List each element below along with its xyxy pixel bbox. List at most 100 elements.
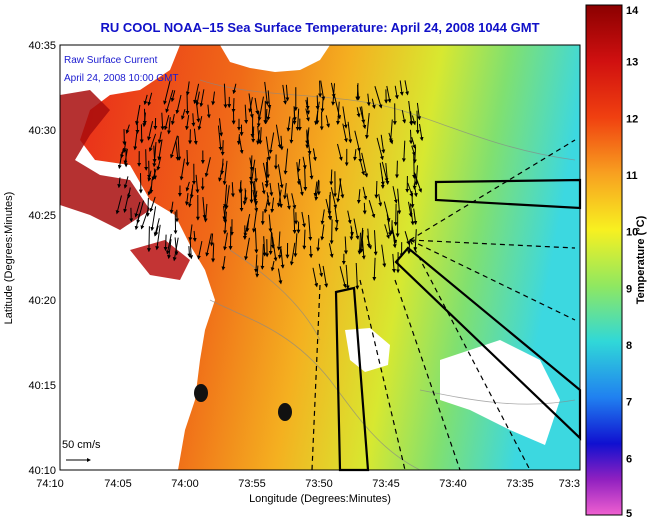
current-vector (223, 232, 228, 251)
current-vector (361, 152, 369, 178)
current-vector (279, 135, 284, 151)
current-vector (316, 238, 321, 252)
current-vector (120, 147, 125, 159)
current-vector (362, 202, 367, 215)
current-vector (320, 80, 326, 101)
current-vector (368, 200, 376, 219)
current-vector (349, 225, 354, 237)
current-vector (331, 83, 336, 106)
current-vector (374, 86, 383, 109)
current-vector (404, 231, 410, 246)
current-vector (361, 240, 366, 260)
current-vector (150, 206, 157, 232)
current-vector (308, 154, 314, 180)
current-vector (222, 160, 228, 186)
current-vector (217, 125, 223, 151)
current-vector (167, 239, 172, 260)
colorbar-tick: 12 (626, 113, 638, 125)
current-vector (337, 143, 343, 161)
current-vector (264, 81, 270, 106)
current-vector (380, 134, 386, 154)
colorbar-tick: 7 (626, 397, 632, 409)
current-vector (249, 157, 254, 171)
current-vector (292, 208, 297, 234)
current-vector (366, 235, 372, 250)
current-vector (254, 97, 260, 115)
current-vector (386, 214, 392, 237)
current-vector (211, 243, 216, 263)
current-vector (394, 85, 399, 100)
current-vector (179, 158, 185, 181)
current-vector (149, 196, 156, 213)
current-vector (268, 231, 273, 255)
current-vector (253, 167, 258, 183)
x-tick-3: 74:00 (171, 478, 199, 490)
current-vectors (115, 80, 424, 290)
current-vector (195, 174, 200, 194)
current-vector (144, 149, 149, 171)
current-vector (134, 213, 140, 231)
current-vector (204, 157, 211, 178)
current-vector (181, 108, 186, 120)
current-vector (359, 106, 367, 130)
current-vector (269, 182, 274, 197)
radar-beams (311, 139, 576, 471)
x-tick-5: 73:50 (305, 478, 333, 490)
current-vector (342, 123, 348, 143)
current-vector (299, 178, 304, 196)
current-vector (147, 120, 154, 141)
current-vector (334, 96, 342, 120)
colorbar-tick: 6 (626, 453, 632, 465)
colorbar-tick: 10 (626, 227, 638, 239)
current-vector (163, 80, 171, 105)
current-vector (223, 184, 228, 209)
current-vector (143, 94, 148, 106)
current-vector (411, 115, 417, 126)
colorbar (585, 4, 623, 516)
current-vector (356, 107, 361, 118)
current-vector (329, 169, 334, 186)
current-vector (163, 234, 168, 252)
current-vector (361, 106, 366, 124)
current-vector (197, 241, 203, 260)
current-vector (255, 265, 260, 278)
current-vector (275, 124, 282, 149)
current-vector (295, 108, 300, 131)
current-vector (413, 229, 418, 252)
current-vector (320, 99, 325, 113)
current-vector (264, 108, 269, 125)
current-vector (195, 99, 201, 123)
current-vector (262, 236, 267, 257)
current-vector (373, 230, 378, 256)
current-vector (374, 180, 379, 199)
current-vector (220, 158, 225, 175)
current-vector (167, 117, 171, 135)
current-vector (280, 248, 285, 269)
y-tick-2: 40:30 (28, 125, 56, 137)
bathymetry-contours (199, 79, 576, 471)
current-vector (291, 193, 297, 210)
current-vector (303, 166, 308, 192)
current-vector (383, 201, 391, 223)
current-vector (133, 131, 138, 151)
current-vector (372, 257, 377, 281)
current-vector (313, 181, 318, 197)
current-vector (407, 182, 414, 198)
x-tick-4: 73:55 (238, 478, 266, 490)
current-vector (355, 262, 360, 290)
current-vector (409, 111, 414, 126)
current-vector (252, 207, 258, 233)
current-vector (170, 113, 175, 126)
current-vector (388, 119, 393, 143)
current-vector (257, 96, 264, 122)
current-vector (343, 236, 348, 255)
current-vector (191, 113, 196, 127)
current-vector (253, 180, 258, 200)
current-vector (353, 149, 358, 161)
current-vector (254, 254, 259, 273)
current-vector (268, 132, 275, 154)
colorbar-label: Temperature (°C) (635, 215, 647, 304)
current-vector (356, 189, 361, 204)
current-vector (157, 131, 162, 144)
